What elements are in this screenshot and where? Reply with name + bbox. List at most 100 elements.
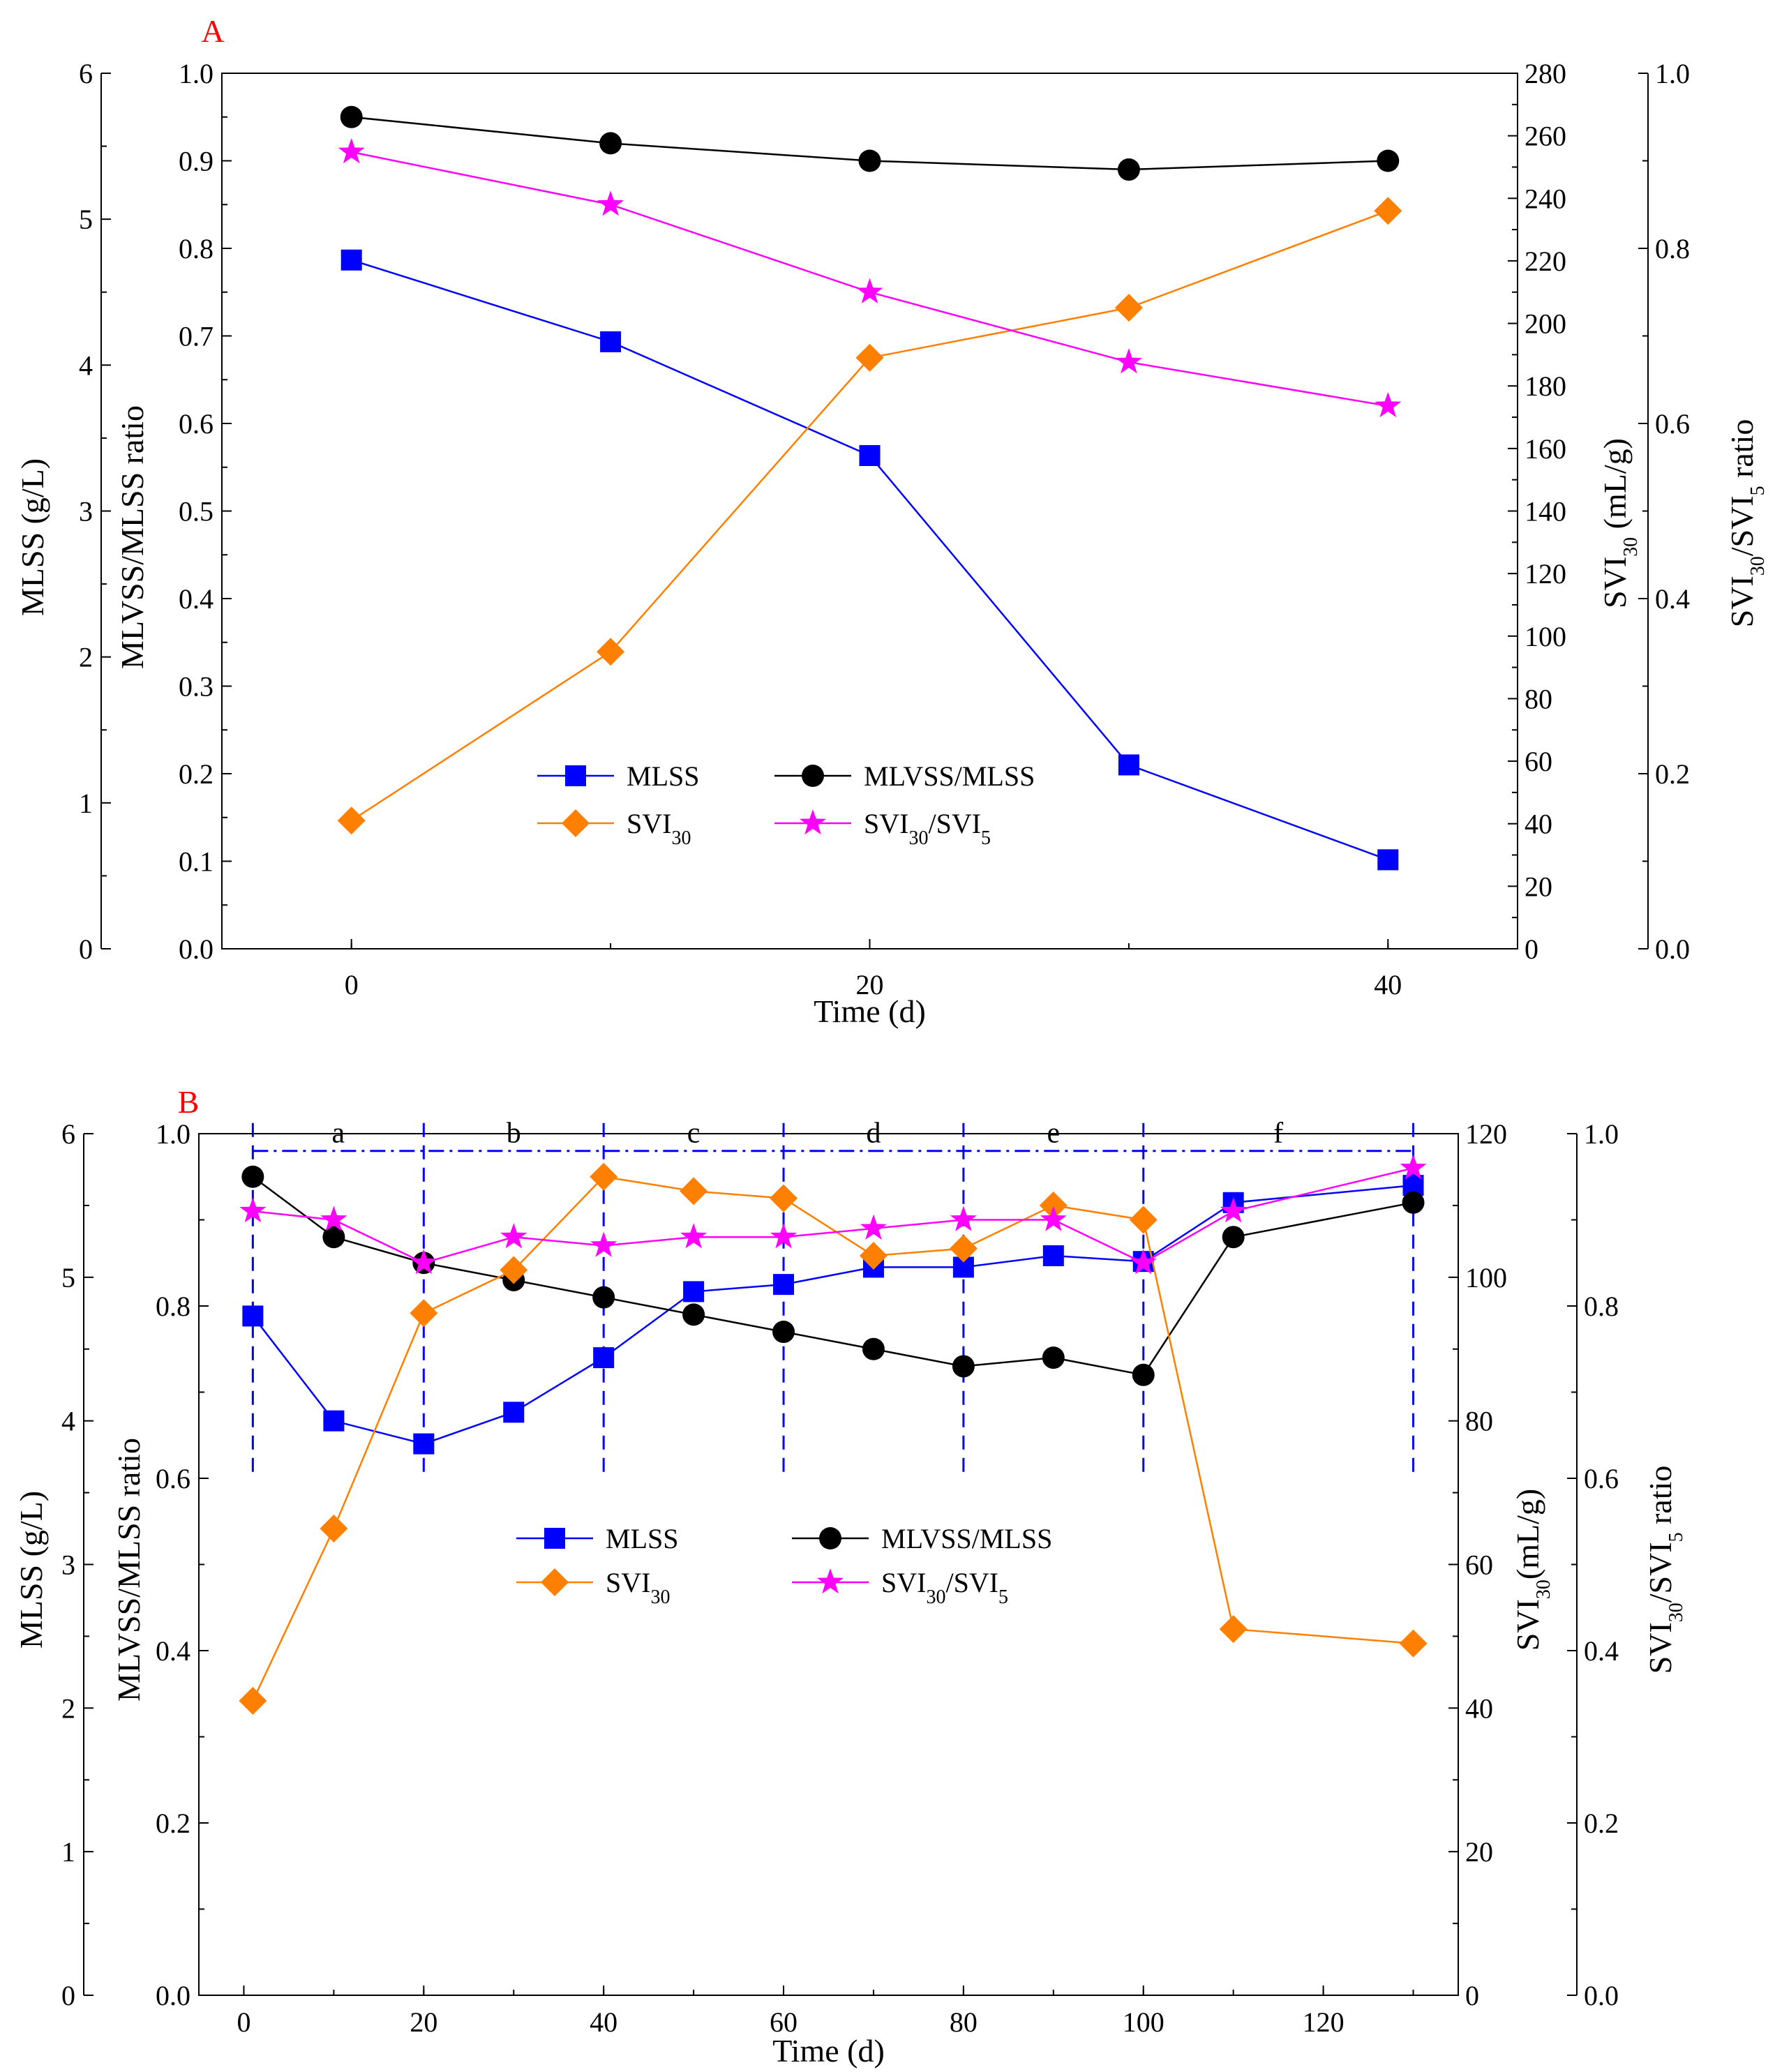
tick-label: 4 xyxy=(61,1406,75,1437)
tick-label: 60 xyxy=(1525,746,1552,777)
tick-label: 3 xyxy=(79,496,93,527)
legend-label: SVI30 xyxy=(606,1567,670,1608)
x-tick-label: 60 xyxy=(770,2006,797,2038)
text-part: /SVI xyxy=(1642,1542,1678,1602)
text-part: SVI xyxy=(1642,1622,1678,1674)
subscript: 5 xyxy=(1665,1532,1687,1542)
tick-label: 260 xyxy=(1525,121,1566,152)
tick-label: 3 xyxy=(61,1549,75,1581)
text-part: (mL/g) xyxy=(1510,1489,1545,1579)
tick-label: 280 xyxy=(1525,58,1566,89)
data-point xyxy=(1374,197,1402,225)
axis-left1: 0 1 2 3 4 5 6 xyxy=(61,1118,93,2011)
tick-label: 0.4 xyxy=(179,583,214,615)
tick-label: 220 xyxy=(1525,246,1566,277)
legend-marker xyxy=(541,1568,569,1596)
tick-label: 100 xyxy=(1525,621,1566,652)
tick-label: 160 xyxy=(1525,433,1566,465)
tick-label: 120 xyxy=(1525,558,1566,590)
data-point xyxy=(1115,348,1142,374)
subscript: 30 xyxy=(650,1586,670,1608)
text-part: MLVSS/MLSS xyxy=(881,1523,1052,1554)
data-point xyxy=(949,1234,978,1263)
x-tick-label: 40 xyxy=(1374,969,1402,1000)
data-point xyxy=(340,105,363,128)
tick-label: 80 xyxy=(1465,1406,1493,1437)
subscript: 30 xyxy=(1747,556,1769,576)
text-part: /SVI xyxy=(1724,495,1760,556)
tick-label: 0.9 xyxy=(179,146,214,177)
data-point xyxy=(600,331,622,352)
tick-label: 120 xyxy=(1465,1118,1507,1150)
subscript: 30 xyxy=(926,1586,945,1608)
x-tick-label: 0 xyxy=(345,969,359,1000)
tick-label: 0 xyxy=(1525,933,1538,965)
text-part: SVI xyxy=(1597,557,1633,608)
data-point xyxy=(592,1286,615,1309)
data-point xyxy=(597,638,625,666)
axis-right2: 0.0 0.2 0.4 0.6 0.8 1.0 xyxy=(1567,1118,1619,2011)
data-point xyxy=(500,1256,528,1284)
text-part: MLSS xyxy=(627,760,700,792)
series-svi xyxy=(239,1162,1428,1716)
tick-label: 0.0 xyxy=(1655,933,1690,965)
tick-label: 1.0 xyxy=(1584,1118,1619,1150)
tick-label: 60 xyxy=(1465,1549,1493,1581)
subscript: 5 xyxy=(981,827,991,849)
tick-label: 100 xyxy=(1465,1262,1507,1293)
data-point xyxy=(340,249,362,271)
subscript: 5 xyxy=(998,1586,1008,1608)
series-line xyxy=(351,210,1388,822)
x-tick-label: 80 xyxy=(950,2006,978,2038)
series-mlss xyxy=(340,249,1399,871)
data-point xyxy=(1375,391,1402,418)
subscript: 30 xyxy=(1620,537,1642,557)
text-part: SVI xyxy=(881,1567,926,1598)
tick-label: 40 xyxy=(1465,1692,1493,1724)
tick-label: 6 xyxy=(79,58,93,89)
tick-label: 6 xyxy=(61,1118,75,1150)
data-point xyxy=(680,1177,708,1206)
x-axis-title: Time (d) xyxy=(772,2033,885,2069)
text-part: SVI xyxy=(1510,1599,1545,1651)
tick-label: 240 xyxy=(1525,183,1566,214)
text-part: SVI xyxy=(864,808,908,839)
data-point xyxy=(860,1214,887,1240)
legend-marker xyxy=(802,765,824,787)
axis-title-ratio: MLVSS/MLSS ratio xyxy=(114,405,150,669)
legend-label: MLVSS/MLSS xyxy=(864,760,1035,792)
tick-label: 0.2 xyxy=(1584,1808,1619,1839)
data-point xyxy=(862,1337,885,1360)
chart-panel-B: B 0 1 2 3 4 5 6 0.0 0.2 0.4 0.6 0.8 1.0 0 20 40 60 80 100 12… xyxy=(13,1084,1687,2069)
tick-label: 0 xyxy=(61,1980,75,2011)
text-part: SVI xyxy=(606,1567,650,1598)
tick-label: 140 xyxy=(1525,496,1566,527)
data-point xyxy=(1400,1154,1427,1180)
text-part: /SVI xyxy=(945,1567,998,1598)
legend-marker xyxy=(800,809,826,835)
data-point xyxy=(242,1305,264,1327)
legend-marker xyxy=(544,1528,565,1549)
axis-left1: 0 1 2 3 4 5 6 xyxy=(79,58,111,965)
legend-label: SVI30/SVI5 xyxy=(881,1567,1008,1608)
x-tick-label: 0 xyxy=(237,2006,250,2038)
x-tick-label: 20 xyxy=(856,969,884,1000)
data-point xyxy=(320,1206,347,1231)
tick-label: 0 xyxy=(1465,1980,1479,2011)
text-part: /SVI xyxy=(928,808,981,839)
tick-label: 1 xyxy=(79,788,93,819)
axis-right1: 0 20 40 60 80 100 120 xyxy=(1448,1118,1507,2011)
tick-label: 5 xyxy=(61,1262,75,1293)
data-point xyxy=(323,1410,345,1432)
data-point xyxy=(1042,1346,1065,1369)
tick-label: 0 xyxy=(79,933,93,965)
text-part: SVI xyxy=(1724,576,1760,627)
legend-marker xyxy=(562,809,590,837)
tick-label: 2 xyxy=(79,642,93,673)
axis-title-svi: SVI30 (mL/g) xyxy=(1597,438,1642,608)
axis-title-svi-ratio: SVI30/SVI5 ratio xyxy=(1724,419,1769,628)
tick-label: 0.0 xyxy=(1584,1980,1619,2011)
data-point xyxy=(239,1197,267,1223)
tick-label: 0.2 xyxy=(156,1808,190,1839)
data-point xyxy=(1117,158,1140,181)
